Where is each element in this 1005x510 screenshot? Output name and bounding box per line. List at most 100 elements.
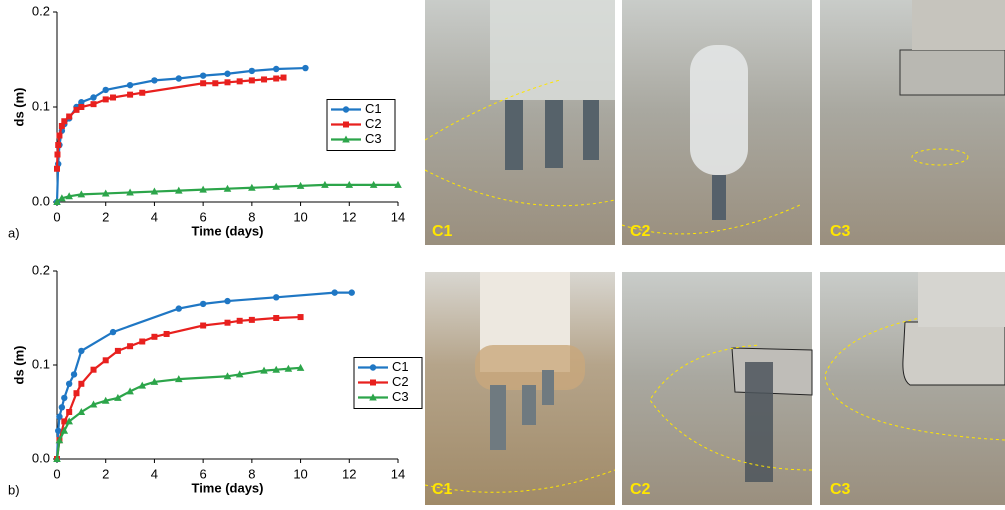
x-tick-label: 2 bbox=[102, 209, 109, 224]
data-point bbox=[59, 404, 65, 410]
data-point bbox=[66, 381, 72, 387]
data-point bbox=[302, 65, 308, 71]
data-point bbox=[54, 166, 60, 172]
data-point bbox=[66, 409, 72, 415]
data-point bbox=[200, 72, 206, 78]
data-point bbox=[343, 106, 349, 112]
data-point bbox=[249, 317, 255, 323]
x-tick-label: 6 bbox=[200, 209, 207, 224]
data-point bbox=[343, 122, 349, 128]
photo-label: C2 bbox=[630, 481, 651, 498]
data-point bbox=[273, 76, 279, 82]
x-axis-label: Time (days) bbox=[191, 480, 263, 495]
photo-object bbox=[745, 362, 773, 482]
y-tick-label: 0.2 bbox=[32, 3, 50, 18]
x-tick-label: 4 bbox=[151, 209, 158, 224]
series-line bbox=[57, 78, 284, 169]
data-point bbox=[103, 96, 109, 102]
data-point bbox=[66, 114, 72, 120]
data-point bbox=[261, 76, 267, 82]
legend-label: C3 bbox=[365, 131, 382, 146]
y-tick-label: 0.1 bbox=[32, 356, 50, 371]
data-point bbox=[78, 104, 84, 110]
data-point bbox=[212, 80, 218, 86]
data-point bbox=[237, 318, 243, 324]
series-line bbox=[57, 68, 305, 202]
data-point bbox=[103, 87, 109, 93]
data-point bbox=[54, 152, 60, 158]
x-tick-label: 10 bbox=[293, 466, 307, 481]
photo-label: C3 bbox=[830, 481, 851, 498]
photo-label: C2 bbox=[630, 223, 651, 240]
data-point bbox=[91, 101, 97, 107]
data-point bbox=[370, 380, 376, 386]
data-point bbox=[200, 301, 206, 307]
data-point bbox=[273, 66, 279, 72]
data-point bbox=[56, 133, 62, 139]
photo-object bbox=[912, 0, 1005, 50]
legend-label: C2 bbox=[392, 374, 409, 389]
figure: C1 C2 C3 C1 C2 C3 0.0 0.1 0.2 0 2 4 6 8 10 12 14 Ti… bbox=[0, 0, 1005, 505]
x-tick-label: 10 bbox=[293, 209, 307, 224]
data-point bbox=[298, 314, 304, 320]
photo-object bbox=[475, 345, 585, 390]
data-point bbox=[127, 343, 133, 349]
y-axis-label: ds (m) bbox=[11, 88, 26, 127]
data-point bbox=[55, 142, 61, 148]
y-tick-label: 0.1 bbox=[32, 98, 50, 113]
photo-object bbox=[490, 0, 615, 100]
data-point bbox=[273, 294, 279, 300]
data-point bbox=[78, 348, 84, 354]
photo-object bbox=[900, 50, 1005, 95]
photo-object bbox=[505, 100, 599, 170]
data-point bbox=[200, 80, 206, 86]
photo-label: C3 bbox=[830, 223, 851, 240]
x-tick-label: 8 bbox=[248, 466, 255, 481]
y-tick-label: 0.2 bbox=[32, 262, 50, 277]
data-point bbox=[151, 334, 157, 340]
data-point bbox=[370, 364, 376, 370]
x-tick-label: 12 bbox=[342, 466, 356, 481]
data-point bbox=[110, 329, 116, 335]
x-tick-label: 14 bbox=[391, 466, 405, 481]
data-point bbox=[249, 68, 255, 74]
data-point bbox=[225, 79, 231, 85]
data-point bbox=[91, 367, 97, 373]
series-line bbox=[57, 317, 301, 459]
legend-label: C1 bbox=[392, 359, 409, 374]
data-point bbox=[139, 90, 145, 96]
data-point bbox=[224, 71, 230, 77]
y-axis-label: ds (m) bbox=[11, 346, 26, 385]
data-point bbox=[225, 320, 231, 326]
data-point bbox=[127, 92, 133, 98]
data-point bbox=[176, 75, 182, 81]
data-point bbox=[115, 348, 121, 354]
x-tick-label: 14 bbox=[391, 209, 405, 224]
x-tick-label: 12 bbox=[342, 209, 356, 224]
photo-label: C1 bbox=[432, 223, 453, 240]
data-point bbox=[249, 77, 255, 83]
x-tick-label: 6 bbox=[200, 466, 207, 481]
photo-object bbox=[903, 322, 1005, 385]
data-point bbox=[103, 357, 109, 363]
data-point bbox=[224, 298, 230, 304]
photo-object bbox=[918, 272, 1005, 327]
photo-label: C1 bbox=[432, 481, 453, 498]
y-tick-label: 0.0 bbox=[32, 193, 50, 208]
data-point bbox=[90, 94, 96, 100]
data-point bbox=[71, 371, 77, 377]
data-point bbox=[200, 323, 206, 329]
data-point bbox=[151, 77, 157, 83]
x-tick-label: 0 bbox=[53, 209, 60, 224]
data-point bbox=[61, 395, 67, 401]
legend-label: C2 bbox=[365, 116, 382, 131]
photo-row-b: C1 C2 C3 bbox=[425, 272, 1005, 505]
data-point bbox=[78, 381, 84, 387]
photo-object bbox=[690, 45, 748, 175]
data-point bbox=[164, 331, 170, 337]
data-point bbox=[331, 289, 337, 295]
y-tick-label: 0.0 bbox=[32, 450, 50, 465]
x-tick-label: 4 bbox=[151, 466, 158, 481]
photo-object bbox=[712, 175, 726, 220]
x-axis-label: Time (days) bbox=[191, 223, 263, 238]
